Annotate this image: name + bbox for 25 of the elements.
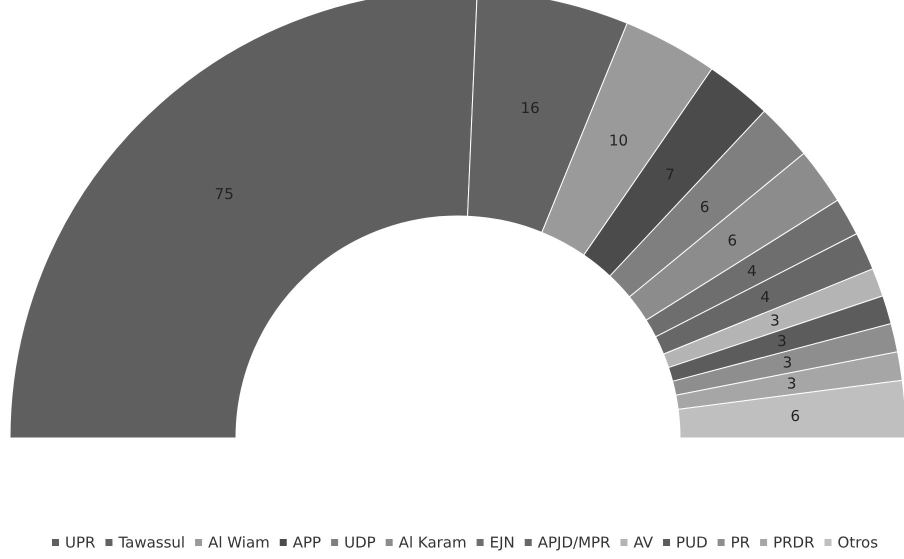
legend-label: UDP <box>344 534 376 552</box>
data-label: 3 <box>770 312 780 330</box>
legend-label: APP <box>292 534 322 552</box>
legend-label: EJN <box>490 534 515 552</box>
legend-label: AV <box>633 534 654 552</box>
legend-label: UPR <box>65 534 96 552</box>
legend-label: PR <box>730 534 750 552</box>
legend-label: Al Karam <box>398 534 467 552</box>
legend-label: PRDR <box>773 534 815 552</box>
data-label: 10 <box>608 132 628 150</box>
data-label: 4 <box>760 288 770 306</box>
data-label: 75 <box>214 184 234 203</box>
data-label: 4 <box>747 262 757 280</box>
legend-label: Al Wiam <box>208 534 270 552</box>
legend-label: PUD <box>676 534 708 552</box>
legend-label: Otros <box>838 534 878 552</box>
data-label: 6 <box>728 232 738 250</box>
legend-label: Tawassul <box>117 534 186 552</box>
data-label: 6 <box>700 198 710 216</box>
data-label: 16 <box>520 98 540 117</box>
data-label: 3 <box>777 332 787 350</box>
data-label: 3 <box>786 374 796 393</box>
data-label: 6 <box>790 407 800 426</box>
data-label: 3 <box>782 353 792 372</box>
legend-label: APJD/MPR <box>538 534 610 552</box>
